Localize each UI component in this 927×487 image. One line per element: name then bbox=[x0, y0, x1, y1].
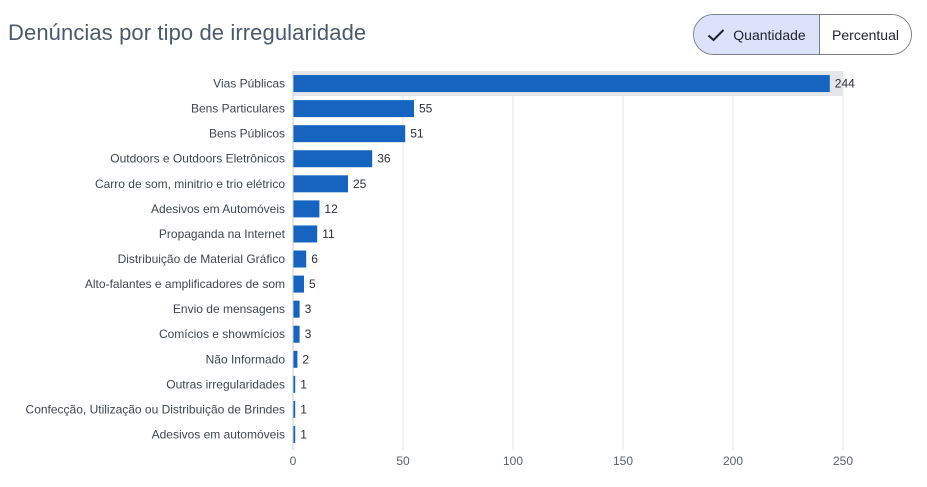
bar[interactable] bbox=[293, 125, 406, 143]
value-label: 1 bbox=[300, 377, 307, 391]
check-icon bbox=[707, 28, 725, 42]
bar[interactable] bbox=[293, 100, 414, 118]
bar[interactable] bbox=[293, 225, 318, 243]
category-label: Comícios e showmícios bbox=[159, 327, 285, 341]
category-label: Bens Particulares bbox=[191, 102, 285, 116]
value-label: 1 bbox=[300, 402, 307, 416]
category-label: Vias Públicas bbox=[213, 77, 285, 91]
category-label: Distribuição de Material Gráfico bbox=[118, 252, 286, 266]
bar[interactable] bbox=[293, 325, 300, 343]
category-label: Alto-falantes e amplificadores de som bbox=[85, 277, 285, 291]
bar[interactable] bbox=[293, 275, 304, 293]
value-label: 1 bbox=[300, 428, 307, 442]
category-label: Outdoors e Outdoors Eletrônicos bbox=[110, 152, 285, 166]
category-label: Carro de som, minitrio e trio elétrico bbox=[95, 177, 285, 191]
percent-toggle-button[interactable]: Percentual bbox=[820, 15, 911, 54]
bar[interactable] bbox=[293, 150, 373, 168]
x-tick-label: 0 bbox=[290, 454, 297, 468]
x-tick-label: 50 bbox=[396, 454, 410, 468]
category-label: Bens Públicos bbox=[209, 127, 285, 141]
value-label: 5 bbox=[309, 277, 316, 291]
x-tick-label: 200 bbox=[723, 454, 743, 468]
value-label: 12 bbox=[324, 202, 338, 216]
view-toggle: Quantidade Percentual bbox=[693, 14, 912, 55]
bar[interactable] bbox=[293, 75, 830, 93]
value-label: 36 bbox=[377, 152, 391, 166]
value-label: 3 bbox=[305, 327, 312, 341]
value-label: 2 bbox=[302, 352, 309, 366]
quantity-toggle-button[interactable]: Quantidade bbox=[694, 15, 820, 54]
category-label: Adesivos em Automóveis bbox=[151, 202, 285, 216]
bar[interactable] bbox=[293, 250, 307, 268]
value-label: 6 bbox=[311, 252, 318, 266]
category-label: Envio de mensagens bbox=[173, 302, 285, 316]
value-label: 51 bbox=[410, 127, 424, 141]
bar[interactable] bbox=[293, 175, 348, 193]
bar[interactable] bbox=[293, 300, 300, 318]
value-label: 25 bbox=[353, 177, 367, 191]
category-label: Confecção, Utilização ou Distribuição de… bbox=[26, 402, 285, 416]
chart-title: Denúncias por tipo de irregularidade bbox=[8, 20, 367, 45]
x-tick-label: 150 bbox=[613, 454, 633, 468]
category-label: Propaganda na Internet bbox=[159, 227, 286, 241]
bar[interactable] bbox=[293, 350, 298, 368]
category-label: Não Informado bbox=[206, 352, 286, 366]
bar[interactable] bbox=[293, 375, 296, 393]
percent-toggle-label: Percentual bbox=[832, 26, 899, 43]
category-label: Outras irregularidades bbox=[166, 377, 285, 391]
quantity-toggle-label: Quantidade bbox=[733, 26, 806, 43]
x-tick-label: 100 bbox=[503, 454, 523, 468]
category-label: Adesivos em automóveis bbox=[152, 428, 285, 442]
bar[interactable] bbox=[293, 200, 320, 218]
value-label: 244 bbox=[835, 77, 855, 91]
x-tick-label: 250 bbox=[833, 454, 853, 468]
bar[interactable] bbox=[293, 400, 296, 418]
value-label: 11 bbox=[322, 227, 335, 241]
value-label: 3 bbox=[305, 302, 312, 316]
value-label: 55 bbox=[419, 102, 433, 116]
bar[interactable] bbox=[293, 426, 296, 444]
